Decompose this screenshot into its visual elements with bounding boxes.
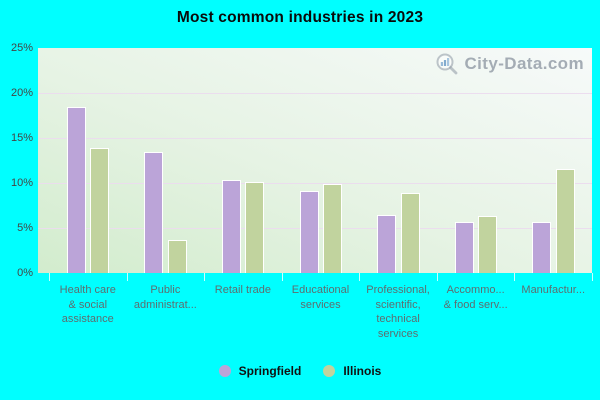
y-tick-label: 5% [17, 222, 33, 234]
x-axis-label-line: Retail trade [214, 284, 272, 296]
x-tick [204, 273, 206, 281]
legend: Springfield Illinois [0, 364, 600, 378]
bar-springfield-2 [221, 180, 241, 273]
legend-label: Springfield [238, 364, 302, 378]
x-tick [126, 273, 128, 281]
y-tick-label: 25% [10, 42, 33, 54]
x-axis-label-line: Educational [291, 284, 350, 296]
y-tick-label: 20% [10, 87, 33, 99]
bar-springfield-1 [144, 152, 164, 273]
x-tick [359, 273, 361, 281]
x-axis-label: Accommo... & food serv... [430, 283, 522, 312]
x-axis-label: Educational services [275, 283, 367, 312]
bar-springfield-6 [532, 221, 552, 273]
legend-item-springfield: Springfield [218, 364, 302, 378]
watermark: City-Data.com [435, 52, 584, 76]
y-tick-label: 0% [17, 267, 33, 279]
legend-swatch-icon [323, 365, 336, 377]
bar-illinois-1 [167, 239, 187, 273]
x-axis-label-line: technical [376, 313, 420, 325]
bar-illinois-6 [555, 168, 575, 273]
x-axis-label-line: Professional, [366, 284, 430, 296]
x-axis-label-line: Health care [59, 284, 116, 296]
x-axis-label-line: Public [150, 284, 181, 296]
city-data-logo-icon [436, 53, 458, 75]
gridline [38, 93, 592, 94]
x-tick [592, 273, 593, 281]
x-axis-label-line: services [300, 298, 341, 311]
chart-title: Most common industries in 2023 [176, 9, 424, 26]
x-axis-label-line: & social [68, 298, 108, 311]
x-axis-label: Professional, scientific, technical service… [352, 283, 444, 341]
y-tick-label: 15% [10, 132, 33, 144]
x-axis-label: Retail trade [197, 283, 289, 298]
y-tick-label: 10% [10, 177, 33, 189]
plot-area: City-Data.com [38, 48, 592, 273]
bar-illinois-2 [245, 182, 265, 273]
x-axis-label-line: assistance [61, 313, 114, 325]
legend-label: Illinois [343, 364, 382, 378]
bar-springfield-4 [377, 214, 397, 273]
x-axis-label: Public administrat... [119, 283, 211, 312]
bar-illinois-4 [400, 192, 420, 273]
bar-illinois-0 [90, 147, 110, 273]
x-axis-label: Health care & social assistance [42, 283, 134, 327]
x-tick [514, 273, 516, 281]
legend-swatch-icon [218, 365, 231, 377]
legend-item-illinois: Illinois [323, 364, 381, 378]
bar-springfield-3 [299, 191, 319, 273]
x-tick [281, 273, 283, 281]
gridline [38, 183, 592, 184]
x-axis-label-line: & food serv... [443, 298, 508, 311]
x-axis-label: Manufactur... [507, 283, 599, 298]
x-tick [49, 273, 50, 281]
bar-illinois-3 [323, 183, 342, 273]
x-axis-label-line: administrat... [133, 298, 197, 311]
watermark-text: City-Data.com [464, 54, 584, 73]
x-axis-label-line: Manufactur... [521, 284, 585, 296]
gridline [38, 138, 592, 139]
bar-illinois-5 [478, 216, 498, 273]
x-axis-label-line: scientific, [375, 298, 421, 311]
x-axis-label-line: Accommo... [446, 284, 505, 296]
bar-springfield-0 [66, 107, 86, 273]
x-tick [436, 273, 438, 281]
bar-springfield-5 [454, 221, 474, 273]
x-axis-label-line: services [377, 327, 419, 340]
